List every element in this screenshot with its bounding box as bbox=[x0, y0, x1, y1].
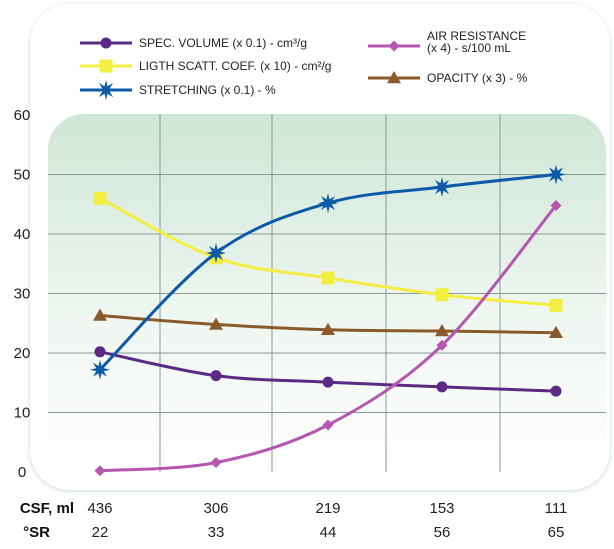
x-tick-label: 44 bbox=[320, 524, 337, 541]
y-axis: 0 10 20 30 40 50 60 bbox=[14, 107, 31, 481]
point-circle bbox=[322, 376, 334, 388]
y-tick-label: 60 bbox=[14, 107, 31, 124]
y-tick-label: 30 bbox=[14, 286, 31, 303]
x-row-label: °SR bbox=[23, 524, 50, 541]
legend-label: STRETCHING (x 0.1) - % bbox=[139, 83, 276, 97]
point-circle bbox=[100, 37, 112, 49]
x-tick-label: 153 bbox=[429, 500, 454, 517]
point-triangle bbox=[435, 323, 449, 337]
x-tick-label: 111 bbox=[545, 500, 568, 517]
point-circle bbox=[94, 346, 106, 358]
series-circle bbox=[94, 346, 562, 397]
point-diamond bbox=[94, 465, 106, 477]
point-star bbox=[432, 177, 452, 197]
y-tick-label: 10 bbox=[14, 405, 31, 422]
point-star bbox=[206, 243, 226, 263]
grid bbox=[48, 114, 606, 472]
legend-item: SPEC. VOLUME (x 0.1) - cm³/g bbox=[80, 36, 307, 50]
legend-label: AIR RESISTANCE (x 4) - s/100 mL bbox=[427, 29, 526, 55]
y-tick-label: 50 bbox=[14, 167, 31, 184]
point-triangle bbox=[387, 71, 401, 84]
x-tick-label: 22 bbox=[92, 524, 109, 541]
point-diamond bbox=[210, 456, 222, 468]
y-tick-label: 40 bbox=[14, 226, 31, 243]
point-circle bbox=[436, 381, 448, 393]
legend-item: LIGTH SCATT. COEF. (x 10) - cm²/g bbox=[80, 59, 331, 73]
series bbox=[90, 164, 566, 477]
y-tick-label: 0 bbox=[18, 464, 26, 481]
point-triangle bbox=[549, 325, 563, 339]
x-tick-label: 56 bbox=[434, 524, 451, 541]
point-diamond bbox=[436, 339, 448, 351]
point-star bbox=[546, 164, 566, 185]
point-star bbox=[96, 80, 116, 100]
legend-item: STRETCHING (x 0.1) - % bbox=[80, 80, 276, 100]
x-tick-label: 219 bbox=[315, 500, 340, 517]
point-square bbox=[93, 191, 107, 205]
point-triangle bbox=[93, 308, 107, 321]
point-square bbox=[435, 288, 449, 302]
x-tick-label: 33 bbox=[208, 524, 225, 541]
legend-label: LIGTH SCATT. COEF. (x 10) - cm²/g bbox=[139, 59, 331, 73]
x-tick-label: 306 bbox=[203, 500, 228, 517]
point-diamond bbox=[322, 419, 334, 431]
x-row-label: CSF, ml bbox=[20, 500, 74, 517]
legend-label: OPACITY (x 3) - % bbox=[427, 71, 528, 85]
point-square bbox=[99, 59, 113, 73]
series-triangle bbox=[93, 308, 563, 339]
point-diamond bbox=[550, 199, 562, 211]
point-diamond bbox=[388, 40, 400, 52]
series-diamond bbox=[94, 199, 562, 477]
x-tick-label: 436 bbox=[87, 500, 112, 517]
point-star bbox=[318, 193, 338, 214]
series-line bbox=[98, 173, 557, 371]
point-star bbox=[90, 359, 110, 380]
series-line bbox=[99, 204, 558, 473]
point-circle bbox=[210, 370, 222, 382]
point-circle bbox=[550, 385, 562, 397]
x-axis: CSF, ml 436 306 219 153 111 °SR 22 33 44 56 65 bbox=[20, 500, 568, 541]
series-star bbox=[90, 164, 566, 380]
legend: SPEC. VOLUME (x 0.1) - cm³/g LIGTH SCATT.… bbox=[80, 29, 528, 100]
point-square bbox=[549, 298, 563, 312]
legend-label: SPEC. VOLUME (x 0.1) - cm³/g bbox=[139, 36, 307, 50]
legend-item: AIR RESISTANCE (x 4) - s/100 mL bbox=[368, 29, 526, 55]
y-tick-label: 20 bbox=[14, 345, 31, 362]
point-square bbox=[321, 271, 335, 285]
point-triangle bbox=[209, 317, 223, 330]
legend-item: OPACITY (x 3) - % bbox=[368, 71, 528, 85]
x-tick-label: 65 bbox=[548, 524, 565, 541]
point-triangle bbox=[321, 322, 335, 336]
